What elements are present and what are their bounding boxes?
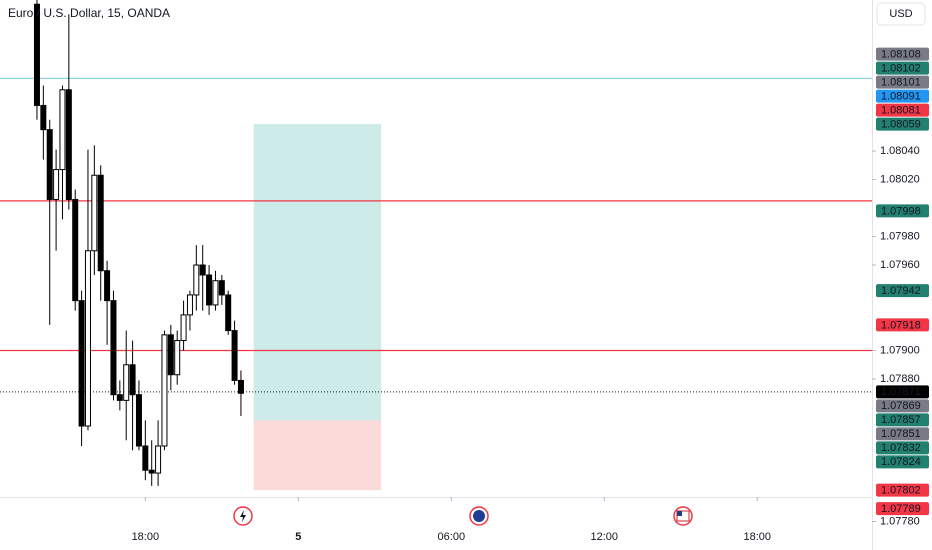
price-badge [876, 103, 929, 117]
currency-label[interactable]: USD [889, 8, 912, 20]
plot-area [0, 0, 872, 491]
price-badge [876, 89, 929, 103]
candle-body [135, 394, 142, 447]
event-icon-glyph [677, 511, 682, 516]
candle-body [91, 174, 98, 252]
price-badge [876, 441, 929, 455]
price-badge-label: 1.07998 [881, 205, 921, 217]
price-badge [876, 204, 929, 218]
y-tick-label: 1.08040 [880, 145, 920, 157]
price-badge-label: 1.07824 [881, 456, 921, 468]
candle-body [78, 300, 85, 427]
price-badge-label: 1.07857 [881, 414, 921, 426]
candle-body [123, 364, 130, 401]
price-badge-label: 1.07789 [881, 503, 921, 515]
price-badge [876, 427, 929, 441]
candle-body [46, 129, 53, 200]
candle-body [155, 445, 162, 474]
candle-body [72, 198, 79, 302]
candle-body [97, 174, 104, 272]
loss-zone [253, 420, 382, 491]
price-badge [876, 385, 929, 399]
candle-body [237, 379, 244, 394]
price-badge-label: 1.08059 [881, 119, 921, 131]
price-badge [876, 117, 929, 131]
candle-body [167, 334, 174, 376]
y-tick-label: 1.08020 [880, 173, 920, 185]
candle-body [53, 169, 60, 200]
price-badge [876, 75, 929, 89]
y-tick-label: 1.07980 [880, 230, 920, 242]
event-icon-glyph [473, 510, 485, 522]
event-icons [233, 506, 693, 526]
x-tick-label: 12:00 [591, 531, 619, 543]
candle-body [193, 264, 200, 296]
price-badge-label: 1.07918 [881, 319, 921, 331]
profit-zone [253, 123, 382, 421]
price-badge-label: 1.07871 [881, 386, 921, 398]
price-badge [876, 47, 929, 61]
candle-body [212, 280, 219, 306]
candle-body [186, 294, 193, 316]
candle-body [174, 340, 181, 376]
price-badge [876, 413, 929, 427]
x-tick-label: 18:00 [132, 531, 160, 543]
price-badge-label: 1.07851 [881, 428, 921, 440]
price-badge [876, 284, 929, 298]
price-badge-label: 1.08102 [881, 63, 921, 75]
price-badge [876, 61, 929, 75]
price-badge [876, 502, 929, 516]
y-tick-label: 1.07900 [880, 344, 920, 356]
candle-body [180, 314, 187, 342]
candle-body [84, 250, 91, 427]
candle-body [161, 334, 168, 447]
chart-title: Euro / U.S. Dollar, 15, OANDA [8, 6, 170, 20]
candle-body [225, 294, 232, 332]
price-badge-label: 1.08091 [881, 91, 921, 103]
price-badge-label: 1.07869 [881, 400, 921, 412]
price-badge-label: 1.08101 [881, 77, 921, 89]
candle-body [148, 469, 155, 474]
price-badge-label: 1.07942 [881, 285, 921, 297]
x-tick-label: 5 [295, 531, 301, 543]
candle-body [65, 89, 72, 200]
candle-body [104, 270, 111, 302]
event-icon-glyph [240, 510, 246, 522]
x-tick-label: 06:00 [438, 531, 466, 543]
price-badge [876, 455, 929, 469]
price-badge-label: 1.08081 [881, 105, 921, 117]
candle-body [218, 280, 225, 296]
candle-body [40, 104, 47, 131]
x-tick-label: 18:00 [743, 531, 771, 543]
candle-body [59, 89, 66, 171]
y-tick-label: 1.07960 [880, 259, 920, 271]
y-tick-label: 1.07780 [880, 515, 920, 527]
candle-body [142, 445, 149, 471]
candle-body [199, 264, 206, 276]
y-tick-label: 1.07880 [880, 373, 920, 385]
price-badge [876, 399, 929, 413]
candle-body [33, 3, 40, 106]
currency-button[interactable] [876, 2, 926, 26]
candle-body [116, 394, 123, 401]
price-badge-label: 1.08108 [881, 49, 921, 61]
candle-body [129, 364, 136, 396]
candle-body [110, 300, 117, 396]
price-badge-label: 1.07802 [881, 485, 921, 497]
price-badge [876, 483, 929, 497]
candle-body [231, 330, 238, 381]
price-badge-label: 1.07832 [881, 442, 921, 454]
candle-body [206, 274, 213, 306]
price-badge [876, 318, 929, 332]
